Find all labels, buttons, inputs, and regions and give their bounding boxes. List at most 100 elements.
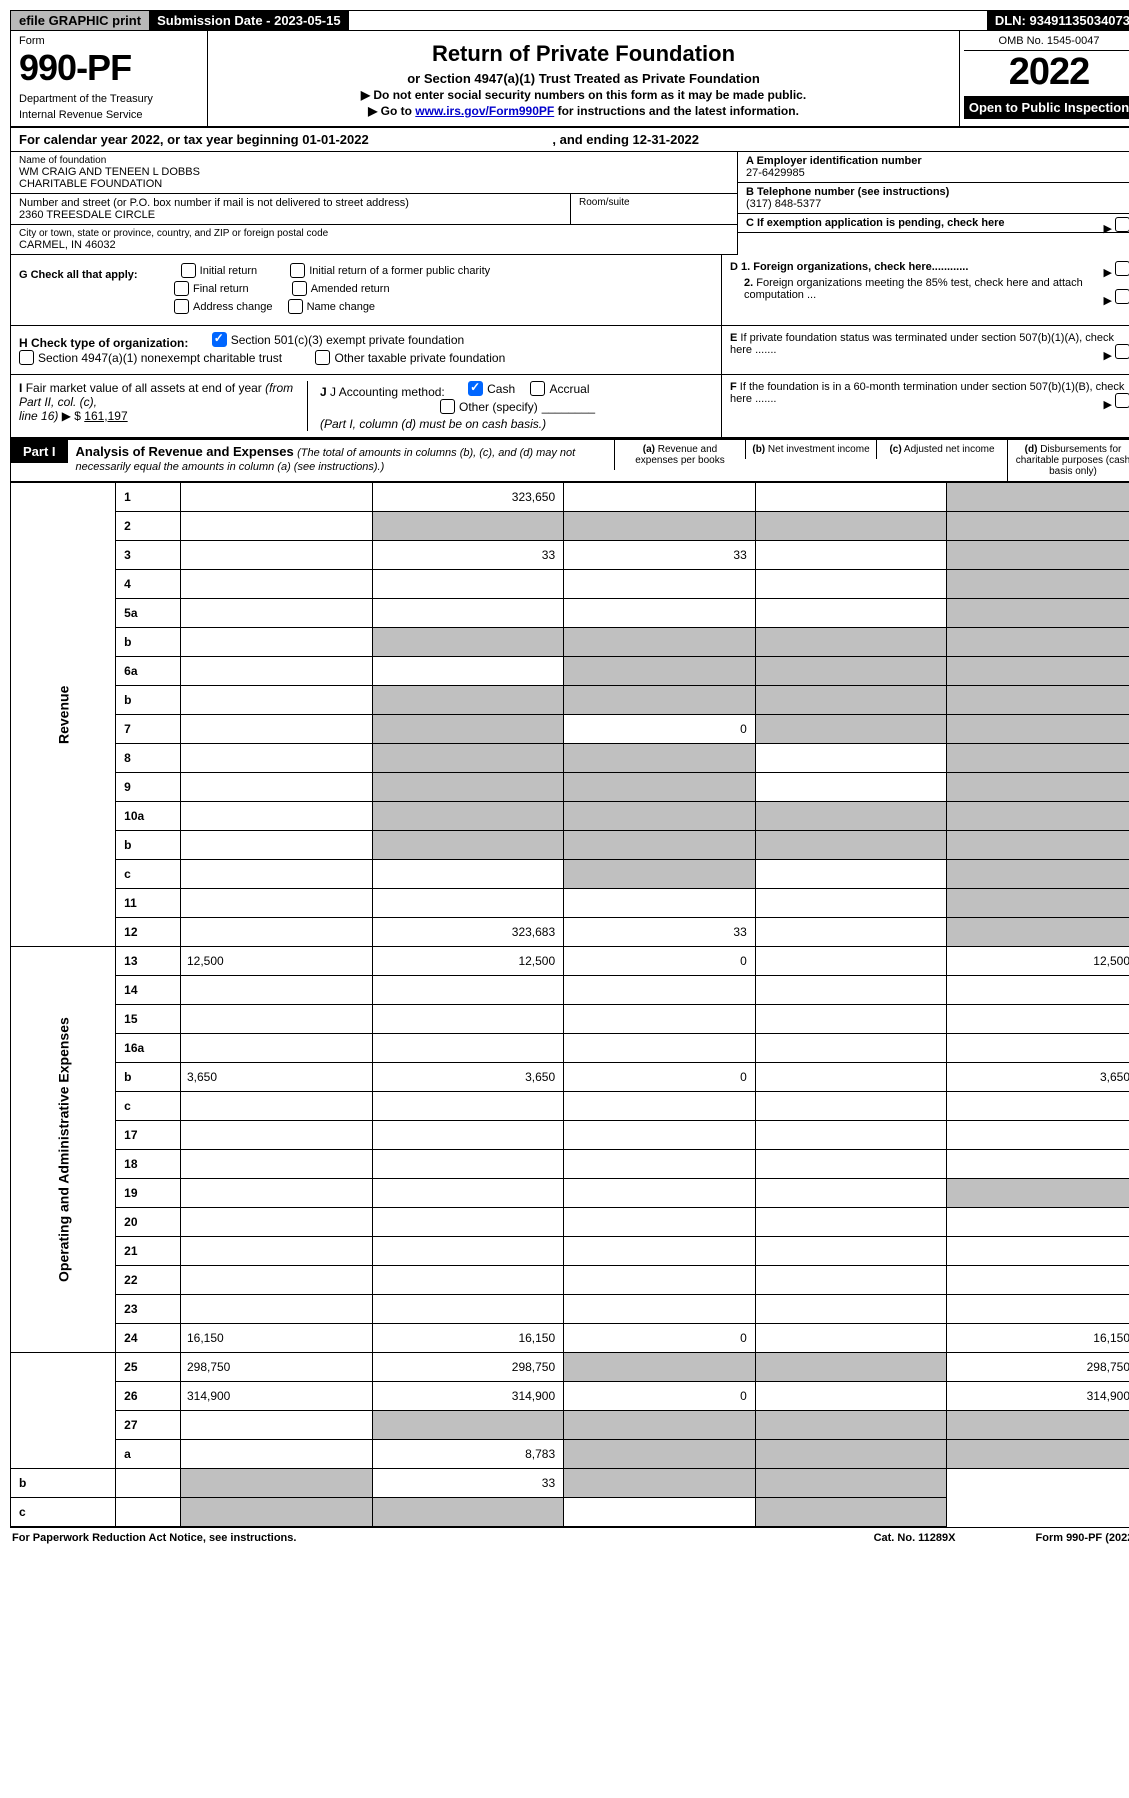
line-description xyxy=(180,773,372,802)
value-cell xyxy=(372,976,564,1005)
d2-checkbox[interactable] xyxy=(1115,289,1129,304)
line-description xyxy=(180,1411,372,1440)
value-cell xyxy=(947,541,1129,570)
table-row: 70 xyxy=(11,715,1129,744)
i-j-f-row: I Fair market value of all assets at end… xyxy=(10,375,1129,438)
value-cell xyxy=(755,1498,947,1527)
e-checkbox[interactable] xyxy=(1115,344,1129,359)
value-cell: 3,650 xyxy=(947,1063,1129,1092)
g-name-checkbox[interactable] xyxy=(288,299,303,314)
g-address-checkbox[interactable] xyxy=(174,299,189,314)
j-accrual-checkbox[interactable] xyxy=(530,381,545,396)
table-row: 16a xyxy=(11,1034,1129,1063)
j-cash-checkbox[interactable] xyxy=(468,381,483,396)
table-row: 23 xyxy=(11,1295,1129,1324)
info-grid: Name of foundation WM CRAIG AND TENEEN L… xyxy=(10,152,1129,255)
table-row: a8,783 xyxy=(11,1440,1129,1469)
line-description: 16,150 xyxy=(180,1324,372,1353)
value-cell xyxy=(947,1150,1129,1179)
value-cell xyxy=(372,512,564,541)
j-other-checkbox[interactable] xyxy=(440,399,455,414)
value-cell xyxy=(755,1150,947,1179)
table-row: 18 xyxy=(11,1150,1129,1179)
line-description xyxy=(116,1498,181,1527)
h-4947-checkbox[interactable] xyxy=(19,350,34,365)
value-cell xyxy=(755,1092,947,1121)
address-cell: Number and street (or P.O. box number if… xyxy=(11,194,571,224)
line-number: 23 xyxy=(116,1295,181,1324)
line-number: 24 xyxy=(116,1324,181,1353)
efile-label[interactable]: efile GRAPHIC print xyxy=(11,11,149,30)
irs-link[interactable]: www.irs.gov/Form990PF xyxy=(415,104,554,118)
table-row: 22 xyxy=(11,1266,1129,1295)
form-title: Return of Private Foundation xyxy=(214,41,953,67)
value-cell: 12,500 xyxy=(372,947,564,976)
value-cell xyxy=(372,831,564,860)
room-suite-cell: Room/suite xyxy=(571,194,737,224)
line-description xyxy=(180,976,372,1005)
open-public: Open to Public Inspection xyxy=(964,96,1129,119)
value-cell xyxy=(564,1121,756,1150)
c-checkbox[interactable] xyxy=(1115,217,1129,232)
h-other-checkbox[interactable] xyxy=(315,350,330,365)
value-cell xyxy=(372,1498,564,1527)
line-number: 17 xyxy=(116,1121,181,1150)
value-cell: 314,900 xyxy=(947,1382,1129,1411)
table-row: b xyxy=(11,686,1129,715)
table-row: 19 xyxy=(11,1179,1129,1208)
g-initial-former-checkbox[interactable] xyxy=(290,263,305,278)
table-row: b33 xyxy=(11,1469,1129,1498)
value-cell xyxy=(564,802,756,831)
form-subtitle: or Section 4947(a)(1) Trust Treated as P… xyxy=(214,71,953,86)
calendar-year-row: For calendar year 2022, or tax year begi… xyxy=(10,128,1129,152)
value-cell xyxy=(947,744,1129,773)
f-checkbox[interactable] xyxy=(1115,393,1129,408)
h-501c3-checkbox[interactable] xyxy=(212,332,227,347)
value-cell: 16,150 xyxy=(947,1324,1129,1353)
expenses-side-label: Operating and Administrative Expenses xyxy=(11,947,116,1353)
line-number: 26 xyxy=(116,1382,181,1411)
line-number: 4 xyxy=(116,570,181,599)
value-cell xyxy=(755,1237,947,1266)
i-section: I Fair market value of all assets at end… xyxy=(19,381,308,431)
value-cell xyxy=(755,947,947,976)
d1-checkbox[interactable] xyxy=(1115,261,1129,276)
dept-irs: Internal Revenue Service xyxy=(19,109,199,121)
value-cell xyxy=(372,744,564,773)
value-cell: 33 xyxy=(564,541,756,570)
line-number: 7 xyxy=(116,715,181,744)
line-number: 1 xyxy=(116,483,181,512)
value-cell xyxy=(755,657,947,686)
g-initial-checkbox[interactable] xyxy=(181,263,196,278)
value-cell xyxy=(947,918,1129,947)
value-cell xyxy=(947,1411,1129,1440)
e-section: E If private foundation status was termi… xyxy=(722,326,1129,374)
ein-cell: A Employer identification number 27-6429… xyxy=(738,152,1129,183)
table-row: 8 xyxy=(11,744,1129,773)
value-cell: 12,500 xyxy=(947,947,1129,976)
value-cell xyxy=(755,1208,947,1237)
value-cell xyxy=(180,1498,372,1527)
value-cell xyxy=(564,1237,756,1266)
table-row: 17 xyxy=(11,1121,1129,1150)
phone-cell: B Telephone number (see instructions) (3… xyxy=(738,183,1129,214)
value-cell xyxy=(564,1034,756,1063)
value-cell xyxy=(372,1411,564,1440)
col-c-head: (c) Adjusted net income xyxy=(876,440,1007,459)
value-cell xyxy=(947,570,1129,599)
footer-left: For Paperwork Reduction Act Notice, see … xyxy=(12,1532,296,1544)
col-a-head: (a) Revenue and expenses per books xyxy=(614,440,745,470)
value-cell xyxy=(947,628,1129,657)
value-cell xyxy=(755,1440,947,1469)
phone: (317) 848-5377 xyxy=(746,198,1129,210)
table-row: 20 xyxy=(11,1208,1129,1237)
line-description xyxy=(180,831,372,860)
line-number: 25 xyxy=(116,1353,181,1382)
value-cell: 0 xyxy=(564,1382,756,1411)
value-cell xyxy=(947,1005,1129,1034)
g-final-checkbox[interactable] xyxy=(174,281,189,296)
g-amended-checkbox[interactable] xyxy=(292,281,307,296)
table-row: 5a xyxy=(11,599,1129,628)
table-row: 4 xyxy=(11,570,1129,599)
value-cell xyxy=(564,599,756,628)
